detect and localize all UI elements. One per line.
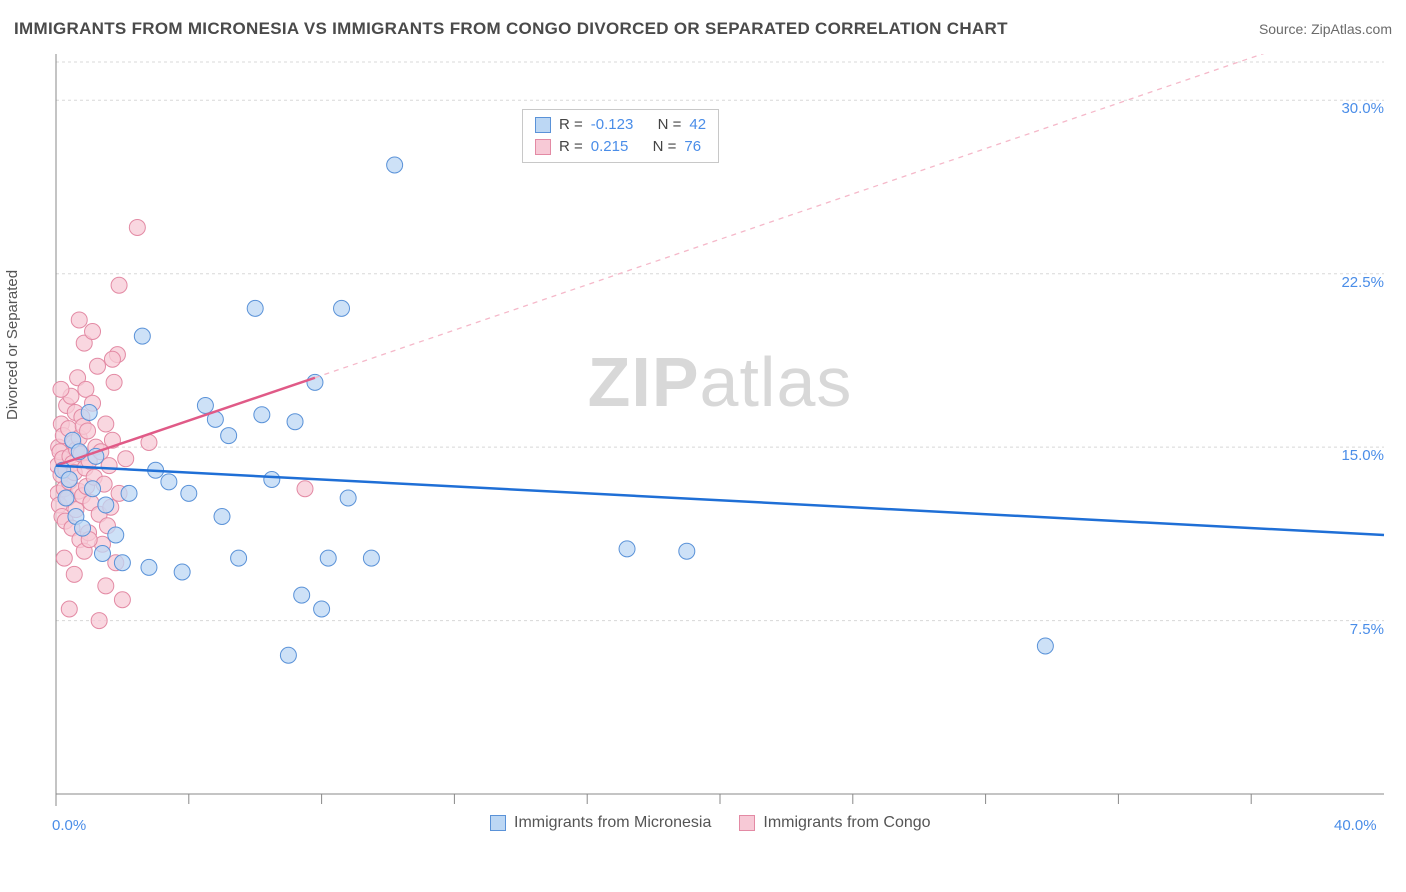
source-attribution: Source: ZipAtlas.com [1259, 21, 1392, 37]
legend-row-congo: R = 0.215 N = 76 [535, 136, 706, 158]
r-value-congo: 0.215 [591, 136, 629, 158]
y-tick-label: 15.0% [1341, 447, 1384, 464]
source-value: ZipAtlas.com [1311, 21, 1392, 37]
correlation-legend: R = -0.123 N = 42 R = 0.215 N = 76 [522, 109, 719, 163]
swatch-congo-icon [739, 815, 755, 831]
y-tick-label: 30.0% [1341, 100, 1384, 117]
legend-item-congo: Immigrants from Congo [739, 814, 930, 832]
swatch-micronesia-icon [490, 815, 506, 831]
scatter-plot-svg [50, 54, 1390, 834]
legend-item-micronesia: Immigrants from Micronesia [490, 814, 711, 832]
x-tick-label: 0.0% [52, 817, 86, 834]
source-label: Source: [1259, 21, 1311, 37]
n-label: N = [658, 114, 682, 136]
legend-label-congo: Immigrants from Congo [763, 814, 930, 832]
r-label: R = [559, 114, 583, 136]
y-tick-label: 7.5% [1350, 621, 1384, 638]
n-value-congo: 76 [684, 136, 701, 158]
swatch-congo-icon [535, 139, 551, 155]
chart-area: ZIPatlas R = -0.123 N = 42 R = 0.215 N =… [50, 54, 1390, 834]
y-axis-label: Divorced or Separated [4, 270, 21, 420]
swatch-micronesia-icon [535, 117, 551, 133]
n-label: N = [653, 136, 677, 158]
r-value-micronesia: -0.123 [591, 114, 634, 136]
n-value-micronesia: 42 [689, 114, 706, 136]
series-legend: Immigrants from Micronesia Immigrants fr… [490, 814, 931, 832]
y-tick-label: 22.5% [1341, 274, 1384, 291]
r-label: R = [559, 136, 583, 158]
chart-title: IMMIGRANTS FROM MICRONESIA VS IMMIGRANTS… [14, 19, 1008, 39]
x-tick-label: 40.0% [1334, 817, 1377, 834]
legend-label-micronesia: Immigrants from Micronesia [514, 814, 711, 832]
chart-header: IMMIGRANTS FROM MICRONESIA VS IMMIGRANTS… [14, 14, 1392, 44]
legend-row-micronesia: R = -0.123 N = 42 [535, 114, 706, 136]
